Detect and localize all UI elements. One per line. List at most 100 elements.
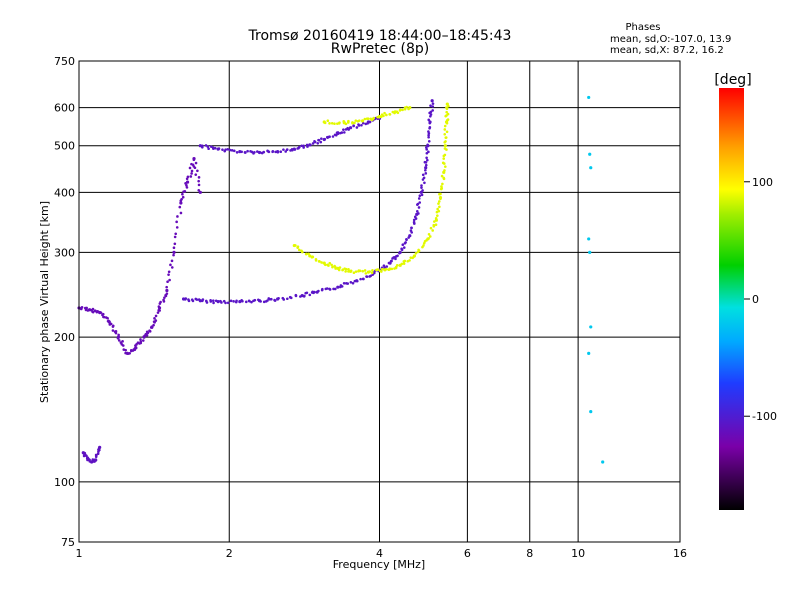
- data-point-interp: [175, 220, 178, 224]
- data-point-interp: [284, 150, 287, 153]
- data-point-interp: [293, 148, 297, 151]
- data-point-interp: [271, 150, 274, 154]
- data-point-interp: [443, 128, 447, 131]
- data-point-interp: [395, 110, 399, 114]
- data-point-interp: [363, 269, 367, 272]
- data-point-interp: [362, 277, 365, 281]
- data-point-interp: [212, 301, 215, 305]
- data-point-interp: [246, 149, 249, 153]
- data-point-interp: [316, 142, 320, 145]
- data-point-interp: [365, 275, 369, 278]
- data-point-interp: [340, 285, 344, 288]
- data-point-interp: [156, 311, 160, 314]
- data-point: [134, 346, 138, 350]
- data-point-interp: [250, 300, 253, 304]
- data-point-interp: [154, 314, 158, 318]
- data-point-interp: [421, 173, 425, 177]
- data-point-interp: [279, 150, 283, 154]
- data-point-interp: [360, 123, 363, 127]
- data-point-interp: [427, 140, 431, 143]
- data-point-interp: [300, 144, 303, 148]
- data-point-interp: [165, 292, 169, 295]
- y-tick-label: 75: [61, 536, 75, 549]
- data-point-interp: [366, 117, 370, 121]
- data-point: [587, 237, 591, 241]
- data-point-interp: [167, 273, 170, 276]
- data-point-interp: [209, 300, 213, 303]
- data-point-interp: [235, 299, 238, 303]
- data-point-interp: [444, 136, 448, 139]
- data-point-interp: [441, 182, 444, 186]
- data-point-interp: [232, 149, 236, 153]
- data-point-interp: [436, 207, 439, 211]
- data-point-interp: [253, 298, 257, 302]
- y-tick-label: 750: [54, 55, 75, 68]
- data-point-interp: [276, 150, 280, 154]
- data-point-interp: [230, 149, 234, 152]
- data-point-interp: [211, 146, 215, 149]
- data-point-interp: [190, 169, 194, 173]
- data-point-interp: [431, 229, 434, 232]
- data-point-interp: [427, 130, 430, 133]
- data-point-interp: [417, 197, 421, 200]
- data-point-interp: [213, 146, 217, 150]
- data-point-interp: [424, 161, 428, 164]
- data-point-interp: [333, 287, 337, 291]
- data-point-interp: [446, 118, 450, 121]
- data-point-interp: [308, 293, 312, 297]
- data-point-interp: [201, 144, 204, 148]
- data-point-interp: [409, 256, 413, 259]
- data-point-interp: [425, 156, 428, 160]
- data-point-interp: [294, 293, 298, 297]
- data-point-interp: [388, 267, 392, 271]
- data-point-interp: [440, 174, 444, 178]
- data-point-interp: [159, 300, 162, 304]
- data-point-interp: [325, 287, 329, 290]
- data-point-interp: [353, 121, 356, 125]
- data-point-interp: [187, 299, 191, 303]
- data-point-interp: [136, 341, 140, 344]
- data-point: [172, 250, 176, 255]
- data-point-interp: [337, 268, 341, 272]
- data-point: [430, 99, 434, 103]
- data-point-interp: [446, 112, 450, 116]
- data-point-interp: [111, 329, 115, 332]
- data-point-interp: [328, 288, 332, 291]
- data-point-interp: [417, 212, 420, 215]
- data-point-interp: [330, 263, 333, 267]
- data-point-interp: [248, 299, 251, 303]
- data-point-interp: [302, 144, 305, 148]
- data-point-interp: [351, 121, 354, 125]
- data-point: [257, 150, 262, 155]
- data-point-interp: [165, 285, 168, 289]
- data-point-interp: [347, 128, 351, 131]
- data-point-interp: [185, 186, 189, 189]
- data-point: [601, 460, 605, 464]
- data-point-interp: [338, 266, 342, 269]
- data-point-interp: [277, 296, 280, 300]
- data-point-interp: [94, 458, 98, 461]
- data-point-interp: [191, 299, 195, 303]
- data-point-interp: [442, 157, 446, 160]
- data-point-interp: [157, 305, 161, 308]
- stats-o-mode: mean, sd,O:-107.0, 13.9: [610, 34, 731, 45]
- data-point-interp: [141, 339, 145, 342]
- data-point-interp: [285, 148, 289, 152]
- data-point-interp: [84, 453, 87, 457]
- data-point-interp: [402, 246, 406, 249]
- stats-x-mode: mean, sd,X: 87.2, 16.2: [610, 45, 724, 56]
- data-point-interp: [311, 142, 315, 145]
- data-point-interp: [172, 246, 176, 249]
- data-point: [216, 300, 220, 304]
- data-point-interp: [355, 279, 359, 283]
- data-point-interp: [382, 114, 385, 118]
- data-point-interp: [117, 339, 121, 342]
- data-point-interp: [173, 235, 177, 239]
- data-point-interp: [229, 299, 233, 303]
- data-point-interp: [443, 124, 447, 128]
- data-point-interp: [410, 226, 413, 230]
- y-tick-label: 100: [54, 476, 75, 489]
- data-point-interp: [424, 172, 428, 175]
- data-point-interp: [379, 115, 383, 119]
- data-point-interp: [424, 168, 427, 172]
